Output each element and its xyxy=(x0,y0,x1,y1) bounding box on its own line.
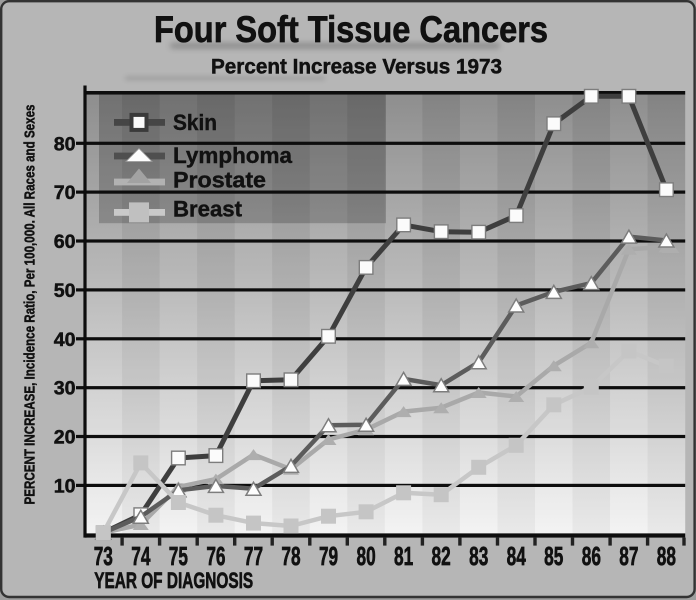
svg-text:60: 60 xyxy=(54,231,76,253)
svg-text:79: 79 xyxy=(319,541,338,571)
svg-text:Four Soft Tissue Cancers: Four Soft Tissue Cancers xyxy=(154,9,548,50)
svg-text:YEAR OF DIAGNOSIS: YEAR OF DIAGNOSIS xyxy=(94,568,253,593)
svg-text:77: 77 xyxy=(244,541,263,571)
svg-text:70: 70 xyxy=(54,182,76,204)
svg-text:Percent Increase Versus 1973: Percent Increase Versus 1973 xyxy=(211,54,502,78)
svg-text:74: 74 xyxy=(131,541,150,571)
svg-text:76: 76 xyxy=(206,541,225,571)
svg-text:85: 85 xyxy=(544,541,563,571)
svg-text:80: 80 xyxy=(54,133,76,155)
svg-text:75: 75 xyxy=(169,541,188,571)
svg-text:86: 86 xyxy=(582,541,601,571)
svg-text:20: 20 xyxy=(54,427,76,449)
svg-text:87: 87 xyxy=(619,541,638,571)
svg-text:50: 50 xyxy=(54,280,76,302)
svg-text:Breast: Breast xyxy=(173,197,242,222)
svg-text:80: 80 xyxy=(356,541,375,571)
svg-text:88: 88 xyxy=(657,541,676,571)
svg-text:81: 81 xyxy=(394,541,413,571)
svg-text:10: 10 xyxy=(54,475,76,497)
svg-text:84: 84 xyxy=(507,541,526,571)
svg-text:82: 82 xyxy=(432,541,451,571)
svg-text:83: 83 xyxy=(469,541,488,571)
svg-text:Lymphoma: Lymphoma xyxy=(173,143,293,168)
svg-text:30: 30 xyxy=(54,378,76,400)
svg-text:73: 73 xyxy=(94,541,113,571)
svg-text:78: 78 xyxy=(281,541,300,571)
svg-text:Skin: Skin xyxy=(173,110,217,135)
svg-text:40: 40 xyxy=(54,329,76,351)
svg-text:PERCENT INCREASE, Incidence Ra: PERCENT INCREASE, Incidence Ratio, Per 1… xyxy=(22,105,39,505)
svg-text:Prostate: Prostate xyxy=(173,168,266,193)
